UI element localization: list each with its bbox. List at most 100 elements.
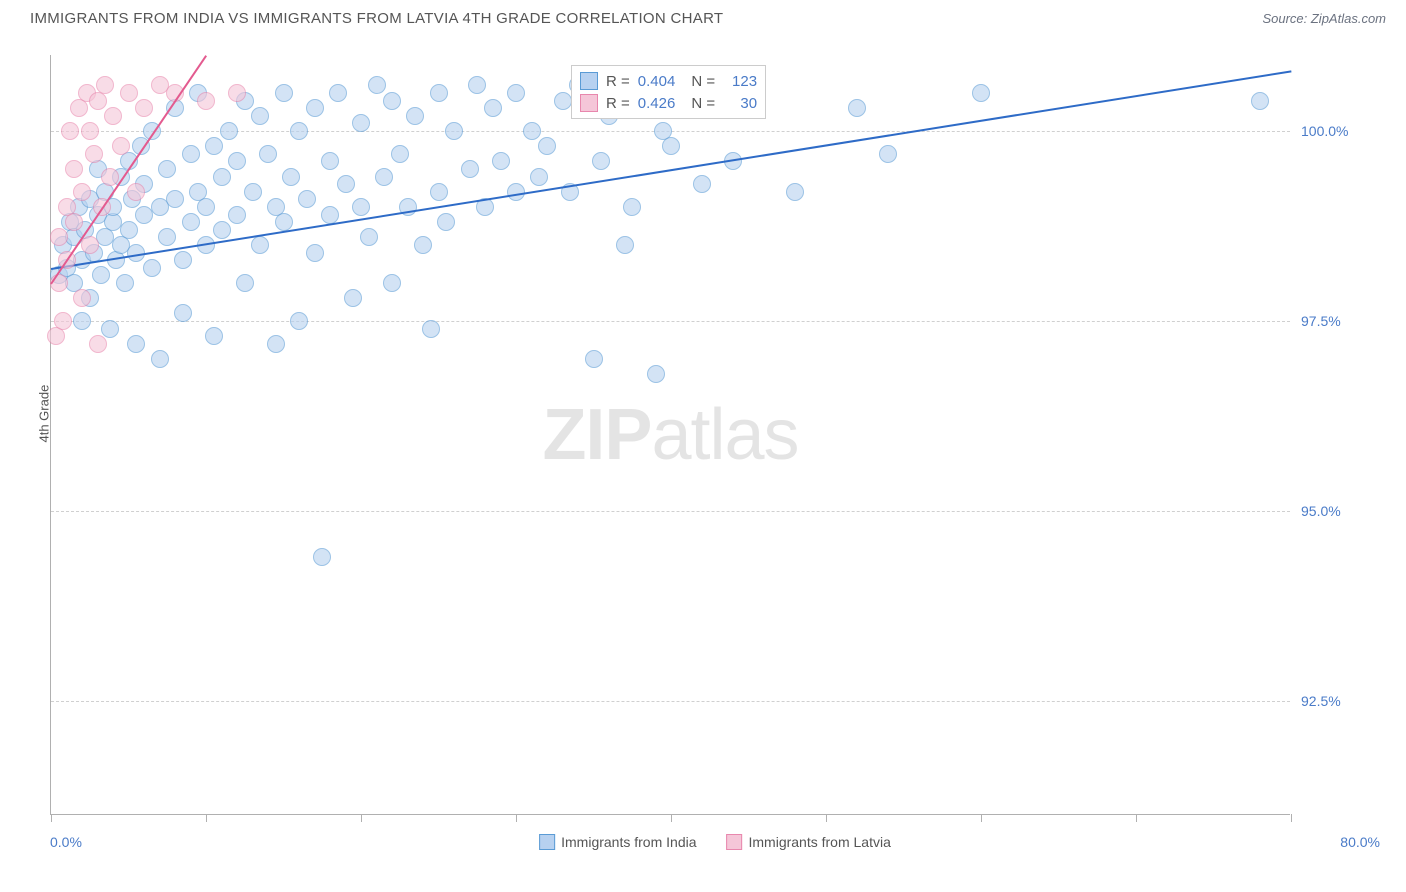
x-tick	[1291, 814, 1292, 822]
data-point	[592, 152, 610, 170]
data-point	[81, 236, 99, 254]
data-point	[213, 168, 231, 186]
data-point	[306, 244, 324, 262]
data-point	[197, 92, 215, 110]
stat-n-label: N =	[691, 95, 715, 112]
data-point	[92, 266, 110, 284]
data-point	[101, 168, 119, 186]
data-point	[306, 99, 324, 117]
legend-swatch	[539, 834, 555, 850]
x-tick	[981, 814, 982, 822]
data-point	[430, 84, 448, 102]
data-point	[143, 259, 161, 277]
data-point	[116, 274, 134, 292]
data-point	[120, 221, 138, 239]
x-tick	[516, 814, 517, 822]
data-point	[166, 190, 184, 208]
data-point	[972, 84, 990, 102]
data-point	[174, 304, 192, 322]
data-point	[290, 122, 308, 140]
data-point	[81, 122, 99, 140]
data-point	[414, 236, 432, 254]
data-point	[251, 236, 269, 254]
data-point	[662, 137, 680, 155]
data-point	[468, 76, 486, 94]
stat-r-label: R =	[606, 95, 630, 112]
data-point	[848, 99, 866, 117]
data-point	[391, 145, 409, 163]
y-tick-label: 95.0%	[1301, 503, 1341, 519]
correlation-stats-box: R =0.404N =123R =0.426N =30	[571, 65, 766, 119]
data-point	[879, 145, 897, 163]
data-point	[135, 99, 153, 117]
data-point	[523, 122, 541, 140]
data-point	[352, 198, 370, 216]
data-point	[445, 122, 463, 140]
data-point	[259, 145, 277, 163]
data-point	[50, 228, 68, 246]
data-point	[73, 289, 91, 307]
data-point	[275, 213, 293, 231]
legend-label: Immigrants from Latvia	[749, 834, 891, 850]
data-point	[422, 320, 440, 338]
data-point	[54, 312, 72, 330]
gridline	[51, 511, 1290, 512]
data-point	[205, 327, 223, 345]
data-point	[174, 251, 192, 269]
data-point	[228, 152, 246, 170]
legend-item: Immigrants from India	[539, 834, 696, 850]
data-point	[158, 228, 176, 246]
data-point	[554, 92, 572, 110]
data-point	[236, 274, 254, 292]
data-point	[244, 183, 262, 201]
data-point	[538, 137, 556, 155]
data-point	[507, 84, 525, 102]
data-point	[213, 221, 231, 239]
x-tick	[671, 814, 672, 822]
data-point	[267, 335, 285, 353]
data-point	[127, 335, 145, 353]
series-swatch	[580, 72, 598, 90]
data-point	[623, 198, 641, 216]
data-point	[96, 76, 114, 94]
x-tick	[1136, 814, 1137, 822]
data-point	[197, 198, 215, 216]
chart-container: 4th Grade ZIPatlas R =0.404N =123R =0.42…	[50, 55, 1380, 815]
x-tick	[826, 814, 827, 822]
stats-row: R =0.404N =123	[580, 70, 757, 92]
data-point	[127, 183, 145, 201]
data-point	[120, 84, 138, 102]
data-point	[344, 289, 362, 307]
data-point	[182, 213, 200, 231]
scatter-plot: ZIPatlas R =0.404N =123R =0.426N =30 92.…	[50, 55, 1290, 815]
data-point	[85, 145, 103, 163]
x-tick	[206, 814, 207, 822]
data-point	[492, 152, 510, 170]
data-point	[228, 206, 246, 224]
data-point	[375, 168, 393, 186]
stat-n-label: N =	[691, 73, 715, 90]
data-point	[383, 92, 401, 110]
data-point	[321, 206, 339, 224]
data-point	[158, 160, 176, 178]
data-point	[786, 183, 804, 201]
data-point	[484, 99, 502, 117]
data-point	[182, 145, 200, 163]
data-point	[616, 236, 634, 254]
y-tick-label: 92.5%	[1301, 693, 1341, 709]
x-tick	[361, 814, 362, 822]
data-point	[329, 84, 347, 102]
data-point	[647, 365, 665, 383]
y-tick-label: 100.0%	[1301, 123, 1348, 139]
x-axis-max-label: 80.0%	[1340, 834, 1380, 850]
data-point	[228, 84, 246, 102]
stat-n-value: 123	[723, 73, 757, 90]
data-point	[383, 274, 401, 292]
stat-r-value: 0.426	[638, 95, 676, 112]
data-point	[61, 122, 79, 140]
data-point	[406, 107, 424, 125]
data-point	[220, 122, 238, 140]
data-point	[104, 107, 122, 125]
data-point	[321, 152, 339, 170]
data-point	[1251, 92, 1269, 110]
